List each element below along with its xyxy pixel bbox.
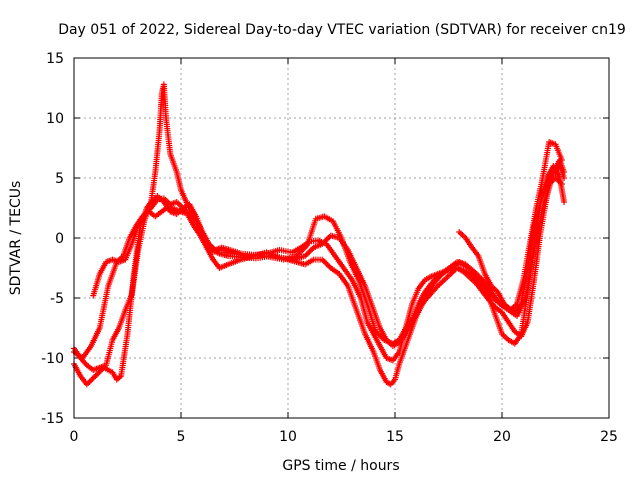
series-track-2 xyxy=(71,157,568,373)
series-markers xyxy=(71,157,568,373)
y-tick-label: -15 xyxy=(41,411,64,427)
series-track-1 xyxy=(71,81,568,388)
series-track-4 xyxy=(90,175,565,347)
y-tick-label: 15 xyxy=(46,51,64,67)
chart-title: Day 051 of 2022, Sidereal Day-to-day VTE… xyxy=(58,22,626,38)
y-tick-labels: -15 -10 -5 0 5 10 15 xyxy=(41,51,64,427)
plot-frame xyxy=(73,57,610,419)
data-series xyxy=(71,81,568,388)
y-tick-label: 0 xyxy=(55,231,64,247)
series-markers xyxy=(90,175,565,347)
y-tick-label: -10 xyxy=(41,351,64,367)
x-tick-label: 20 xyxy=(493,429,511,445)
series-markers xyxy=(71,163,568,361)
series-markers xyxy=(456,139,565,313)
y-tick-label: 5 xyxy=(55,171,64,187)
x-tick-label: 25 xyxy=(600,429,618,445)
x-tick-label: 10 xyxy=(279,429,297,445)
y-tick-label: 10 xyxy=(46,111,64,127)
series-line xyxy=(73,165,565,359)
x-tick-label: 15 xyxy=(386,429,404,445)
series-line xyxy=(73,159,565,371)
series-markers xyxy=(71,81,568,388)
series-track-5 xyxy=(456,139,565,313)
x-axis-label: GPS time / hours xyxy=(282,458,399,474)
y-tick-label: -5 xyxy=(50,291,64,307)
series-track-3 xyxy=(71,163,568,361)
x-tick-label: 0 xyxy=(70,429,79,445)
series-line xyxy=(73,83,565,386)
x-tick-label: 5 xyxy=(177,429,186,445)
y-axis-label: SDTVAR / TECUs xyxy=(8,181,24,296)
x-tick-labels: 0 5 10 15 20 25 xyxy=(70,429,618,445)
